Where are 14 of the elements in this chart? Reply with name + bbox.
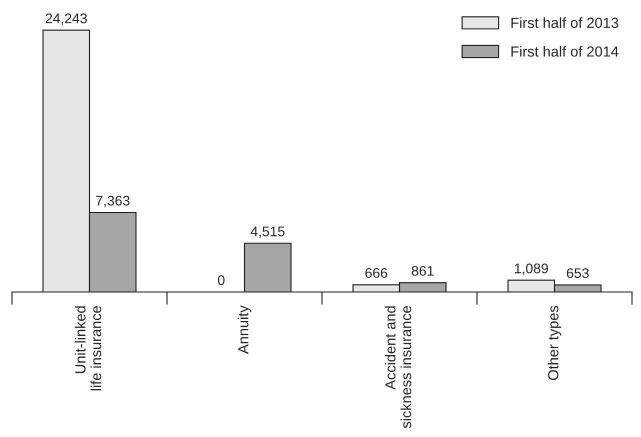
data-label: 1,089 xyxy=(514,263,548,275)
data-label: 861 xyxy=(412,266,434,276)
x-tick-label: Annuity xyxy=(238,305,252,354)
x-tick-label: Accident and sickness insurance xyxy=(384,306,412,428)
legend-label: First half of 2014 xyxy=(511,46,618,57)
legend-label: First half of 2013 xyxy=(511,17,618,28)
data-label: 7,363 xyxy=(96,196,130,208)
x-tick-label: Unit-linked life insurance xyxy=(74,306,102,390)
data-label: 666 xyxy=(365,268,388,278)
data-label: 653 xyxy=(566,268,589,278)
data-label: 4,515 xyxy=(250,226,285,238)
data-label: 24,243 xyxy=(46,13,87,25)
x-tick-label: Other types xyxy=(548,306,562,380)
data-label: 0 xyxy=(218,275,225,286)
